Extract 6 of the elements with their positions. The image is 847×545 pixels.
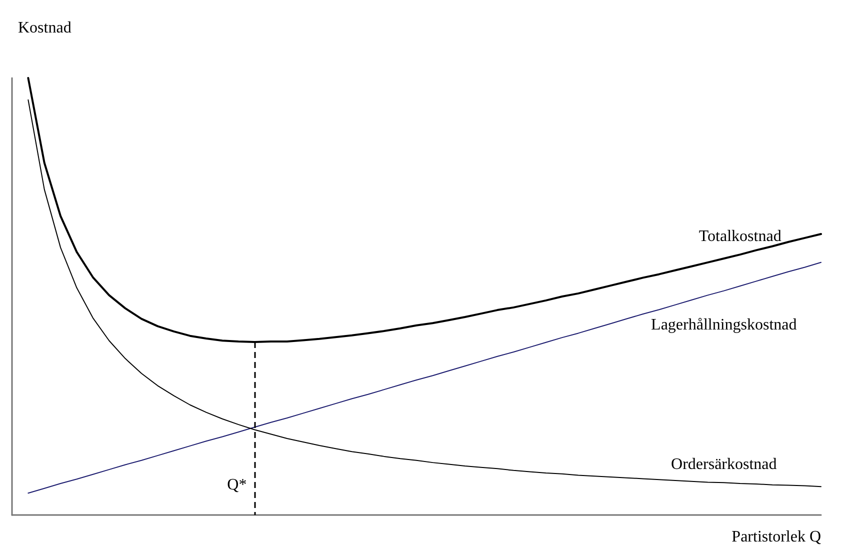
- series-label: Ordersärkostnad: [671, 456, 777, 474]
- y-axis-title: Kostnad: [18, 20, 72, 36]
- series-label: Lagerhållningskostnad: [651, 316, 797, 334]
- annotation: Q*: [227, 476, 247, 494]
- series-label: Totalkostnad: [698, 228, 782, 246]
- x-axis-title: Partistorlek Q: [732, 528, 822, 545]
